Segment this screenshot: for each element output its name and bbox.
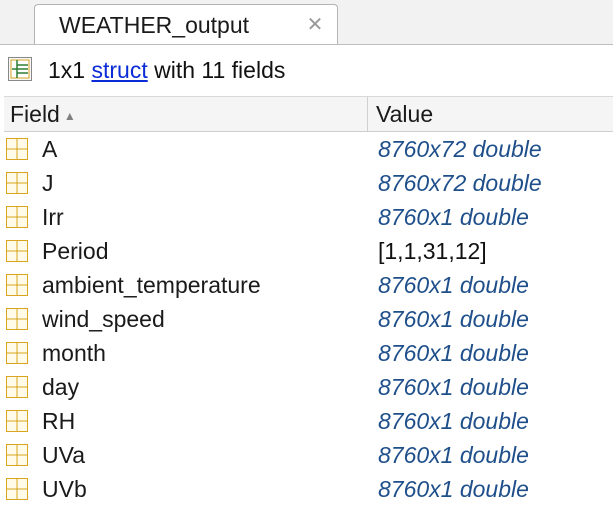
field-name: UVa bbox=[42, 442, 86, 468]
table-body: A 8760x72 double J 8760x72 double Irr 8760x1 … bbox=[4, 132, 613, 506]
field-value: 8760x1 double bbox=[378, 204, 529, 230]
table-row[interactable]: A 8760x72 double bbox=[4, 132, 613, 166]
value-column-header[interactable]: Value bbox=[376, 101, 434, 127]
field-name: A bbox=[42, 136, 58, 162]
field-value: 8760x1 double bbox=[378, 340, 529, 366]
sort-ascending-icon: ▲ bbox=[63, 109, 76, 123]
field-value: 8760x1 double bbox=[378, 306, 529, 332]
struct-icon bbox=[8, 57, 32, 81]
table-row[interactable]: ambient_temperature 8760x1 double bbox=[4, 268, 613, 302]
field-grid-icon bbox=[6, 240, 28, 262]
field-value: 8760x1 double bbox=[378, 374, 529, 400]
field-value: 8760x1 double bbox=[378, 442, 529, 468]
field-name: Irr bbox=[42, 204, 64, 230]
field-name: ambient_temperature bbox=[42, 272, 261, 298]
tab-weather-output[interactable]: WEATHER_output ✕ bbox=[34, 4, 338, 44]
table-row[interactable]: wind_speed 8760x1 double bbox=[4, 302, 613, 336]
struct-fields-text: with 11 fields bbox=[147, 57, 286, 83]
field-value: 8760x1 double bbox=[378, 272, 529, 298]
field-value: 8760x1 double bbox=[378, 408, 529, 434]
field-grid-icon bbox=[6, 172, 28, 194]
field-name: Period bbox=[42, 238, 109, 264]
table-row[interactable]: RH 8760x1 double bbox=[4, 404, 613, 438]
field-name: RH bbox=[42, 408, 76, 434]
field-grid-icon bbox=[6, 444, 28, 466]
field-grid-icon bbox=[6, 342, 28, 364]
field-name: wind_speed bbox=[42, 306, 165, 332]
field-column-header[interactable]: Field ▲ bbox=[4, 97, 368, 131]
table-row[interactable]: Period [1,1,31,12] bbox=[4, 234, 613, 268]
struct-fields-table: Field ▲ Value A 8760x72 double J 8760x72 dou… bbox=[4, 96, 613, 506]
field-grid-icon bbox=[6, 274, 28, 296]
tab-bar: WEATHER_output ✕ bbox=[0, 0, 613, 45]
struct-size-text: 1x1 bbox=[48, 57, 92, 83]
field-header-label: Field bbox=[10, 101, 60, 127]
table-row[interactable]: day 8760x1 double bbox=[4, 370, 613, 404]
table-row[interactable]: Irr 8760x1 double bbox=[4, 200, 613, 234]
field-grid-icon bbox=[6, 308, 28, 330]
field-grid-icon bbox=[6, 478, 28, 500]
close-icon[interactable]: ✕ bbox=[306, 14, 324, 36]
field-name: UVb bbox=[42, 476, 87, 502]
field-value: 8760x1 double bbox=[378, 476, 529, 502]
table-row[interactable]: UVb 8760x1 double bbox=[4, 472, 613, 506]
table-row[interactable]: month 8760x1 double bbox=[4, 336, 613, 370]
struct-summary: 1x1 struct with 11 fields bbox=[48, 57, 285, 83]
field-value: 8760x72 double bbox=[378, 136, 542, 162]
field-grid-icon bbox=[6, 376, 28, 398]
field-name: J bbox=[42, 170, 54, 196]
field-name: day bbox=[42, 374, 80, 400]
field-value: 8760x72 double bbox=[378, 170, 542, 196]
field-grid-icon bbox=[6, 206, 28, 228]
field-grid-icon bbox=[6, 410, 28, 432]
table-header: Field ▲ Value bbox=[4, 96, 613, 132]
table-row[interactable]: J 8760x72 double bbox=[4, 166, 613, 200]
field-value: [1,1,31,12] bbox=[378, 238, 487, 264]
tab-title: WEATHER_output bbox=[59, 12, 250, 38]
field-grid-icon bbox=[6, 138, 28, 160]
field-name: month bbox=[42, 340, 106, 366]
struct-info-bar: 1x1 struct with 11 fields bbox=[0, 45, 613, 95]
table-row[interactable]: UVa 8760x1 double bbox=[4, 438, 613, 472]
struct-link[interactable]: struct bbox=[91, 57, 148, 83]
